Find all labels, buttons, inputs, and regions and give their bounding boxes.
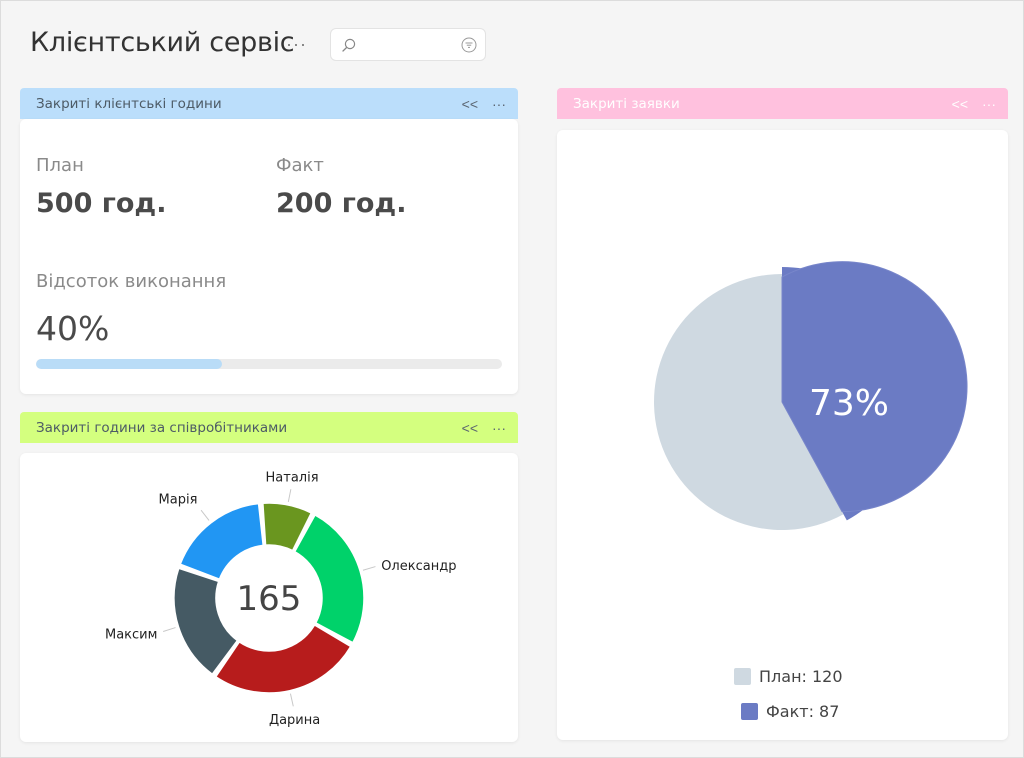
donut-label-0: Наталія [266, 470, 319, 485]
widget-requests-card: 73% План: 120 Факт: 87 [557, 130, 1008, 740]
percent-value: 40% [36, 309, 110, 348]
progress-bar [36, 359, 502, 369]
donut-leader-line [163, 627, 176, 632]
plan-label: План [36, 155, 84, 176]
search-icon [342, 38, 356, 52]
donut-leader-line [287, 489, 292, 503]
search-input[interactable] [361, 35, 457, 55]
donut-leader-line [362, 566, 376, 571]
more-icon[interactable]: ··· [492, 419, 506, 436]
pie-slice-План[interactable] [653, 274, 844, 530]
widget-hours-title: Закриті клієнтські години [36, 96, 222, 112]
donut-center-value: 165 [237, 579, 302, 619]
fact-value: 200 год. [276, 188, 407, 219]
donut-slice-4[interactable] [179, 502, 264, 580]
page-title: Клієнтський сервіс [30, 27, 295, 58]
widget-requests-title: Закриті заявки [573, 96, 680, 112]
pie-slice-highlight [781, 261, 968, 513]
search-box[interactable] [330, 28, 486, 61]
more-icon[interactable]: ··· [982, 95, 996, 112]
donut-slice-2[interactable] [215, 624, 352, 694]
employees-donut-chart: Наталія Олександр Дарина Максим Марія 165 [105, 470, 456, 728]
legend-label: План: 120 [759, 667, 843, 686]
widget-employees-card: Наталія Олександр Дарина Максим Марія 165 [20, 453, 518, 742]
collapse-icon[interactable]: << [951, 95, 968, 112]
progress-fill [36, 359, 223, 369]
donut-slice-3[interactable] [173, 567, 239, 675]
legend-label: Факт: 87 [766, 702, 840, 721]
legend-swatch [741, 703, 758, 720]
plan-value: 500 год. [36, 188, 167, 219]
donut-slice-1[interactable] [293, 514, 365, 644]
percent-label: Відсоток виконання [36, 271, 227, 292]
page-more-icon[interactable]: ··· [286, 34, 307, 54]
widget-hours-header: Закриті клієнтські години << ··· [20, 88, 518, 119]
widget-employees-header: Закриті години за співробітниками << ··· [20, 412, 518, 443]
widget-hours-card: План 500 год. Факт 200 год. Відсоток вик… [20, 119, 518, 394]
donut-leader-line [289, 693, 294, 707]
collapse-icon[interactable]: << [461, 419, 478, 436]
donut-label-1: Олександр [381, 559, 456, 574]
widget-employees-title: Закриті години за співробітниками [36, 420, 288, 436]
filter-icon[interactable] [461, 37, 477, 53]
pie-percent-label: 73% [809, 383, 889, 424]
requests-pie-chart: 73% [653, 261, 968, 530]
collapse-icon[interactable]: << [461, 95, 478, 112]
fact-label: Факт [276, 155, 324, 176]
donut-label-3: Максим [105, 627, 157, 642]
legend-swatch [734, 668, 751, 685]
widget-requests-header: Закриті заявки << ··· [557, 88, 1008, 119]
more-icon[interactable]: ··· [492, 95, 506, 112]
donut-slice-0[interactable] [262, 502, 313, 552]
donut-label-2: Дарина [269, 713, 320, 728]
donut-label-4: Марія [159, 492, 198, 507]
donut-leader-line [200, 509, 210, 521]
legend-item-plan[interactable]: План: 120 [734, 667, 843, 686]
legend-item-fact[interactable]: Факт: 87 [741, 702, 839, 721]
